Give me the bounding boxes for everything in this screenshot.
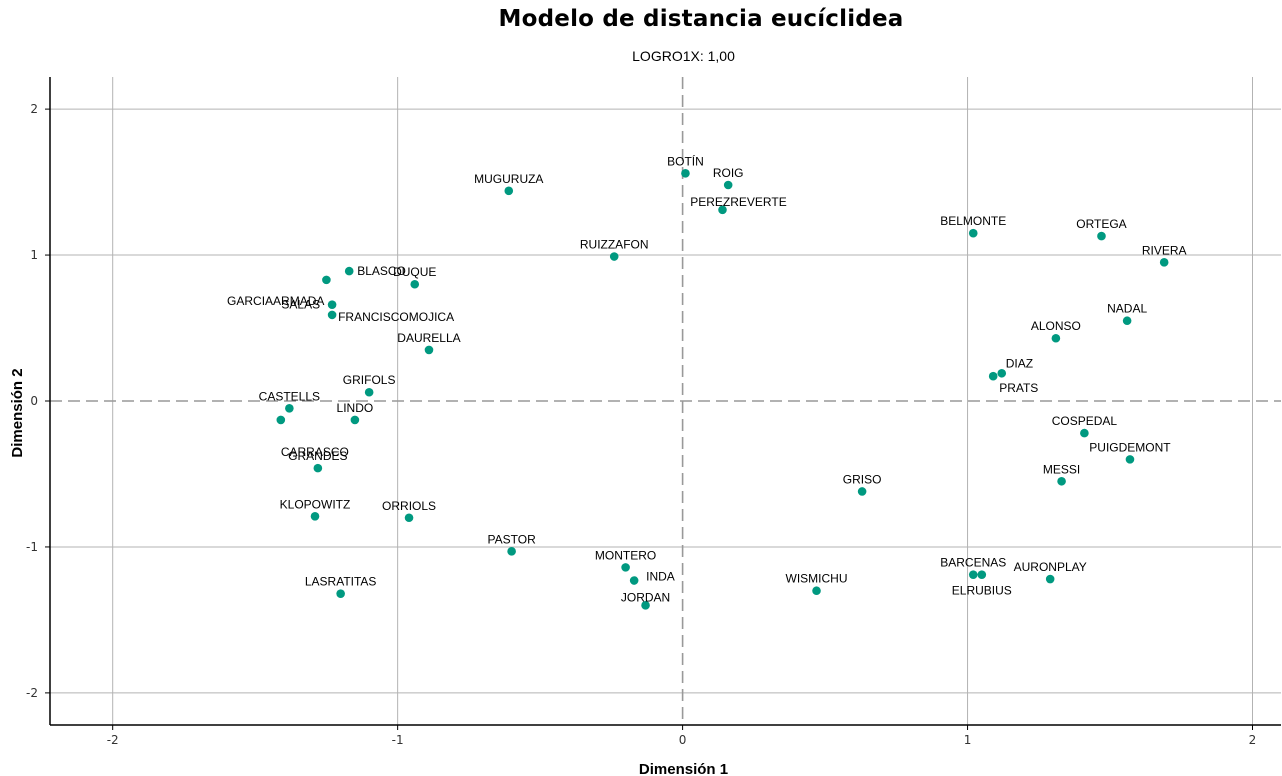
data-point — [812, 586, 821, 596]
data-point — [1051, 333, 1061, 343]
point-label: JORDAN — [621, 590, 670, 604]
data-point — [1045, 574, 1055, 584]
y-tick-label: 1 — [30, 248, 38, 262]
point-label: BOTÍN — [667, 153, 704, 168]
data-point — [327, 300, 337, 309]
point-label: BLASCO — [357, 264, 406, 278]
data-point — [424, 345, 434, 355]
point-label: PUIGDEMONT — [1089, 440, 1171, 454]
data-point — [1125, 455, 1135, 464]
data-point — [1097, 231, 1106, 241]
data-point — [681, 169, 690, 178]
x-axis-label: Dimensión 1 — [639, 761, 728, 776]
point-label: FRANCISCOMOJICA — [338, 310, 454, 324]
point-label: GRIFOLS — [343, 373, 396, 387]
data-point — [641, 601, 650, 610]
data-points — [276, 169, 1169, 610]
chart-subtitle: LOGRO1X: 1,00 — [632, 48, 735, 64]
x-tick-label: -1 — [392, 733, 404, 747]
point-label: MUGURUZA — [474, 172, 543, 186]
data-point — [1122, 316, 1132, 326]
point-label: COSPEDAL — [1052, 414, 1118, 428]
data-point — [336, 589, 345, 598]
point-label: ELRUBIUS — [952, 584, 1012, 598]
data-point — [350, 415, 360, 425]
data-point — [629, 576, 639, 585]
data-point — [609, 252, 619, 261]
point-label: DUQUE — [393, 265, 436, 279]
reference-lines — [50, 77, 1281, 725]
data-point — [988, 371, 998, 381]
data-point — [364, 387, 374, 397]
y-axis-label: Dimensión 2 — [9, 368, 26, 457]
y-tick-label: -1 — [26, 540, 38, 554]
point-label: MESSI — [1043, 462, 1080, 476]
data-point — [276, 415, 286, 425]
data-point — [857, 487, 867, 496]
data-point — [1159, 258, 1169, 267]
point-label: ORTEGA — [1076, 217, 1126, 231]
y-tick-label: 0 — [30, 394, 38, 408]
point-label: ROIG — [713, 166, 744, 180]
point-label: PASTOR — [488, 532, 537, 546]
data-point — [313, 463, 323, 473]
data-point — [723, 180, 733, 190]
data-point — [718, 205, 727, 215]
point-label: AURONPLAY — [1014, 560, 1087, 574]
data-point — [1057, 476, 1066, 486]
point-label: CARRASCO — [281, 445, 349, 459]
point-label: MONTERO — [595, 548, 656, 562]
data-point — [322, 275, 331, 285]
data-point — [997, 368, 1007, 378]
data-point — [344, 266, 354, 276]
data-point — [968, 570, 978, 579]
x-tick-labels: -2 -1 0 1 2 — [107, 733, 1257, 747]
data-point — [504, 186, 514, 196]
point-label: GRISO — [843, 472, 882, 486]
point-label: BARCENAS — [940, 556, 1006, 570]
point-label: INDA — [646, 570, 675, 584]
point-label: GARCIAARMADA — [227, 294, 324, 308]
y-tick-labels: -2 -1 0 1 2 — [26, 102, 38, 700]
point-label: BELMONTE — [940, 214, 1006, 228]
chart-title: Modelo de distancia eucíclidea — [498, 6, 904, 32]
point-labels: BOTÍN ROIG PEREZREVERTE MUGURUZA RUIZZAFON BE… — [227, 153, 1186, 604]
data-point — [310, 511, 320, 521]
point-label: PRATS — [999, 381, 1038, 395]
point-label: CASTELLS — [259, 389, 320, 403]
x-tick-label: 1 — [964, 733, 972, 747]
point-label: DIAZ — [1006, 356, 1033, 370]
y-tick-label: 2 — [30, 102, 38, 116]
point-label: ORRIOLS — [382, 499, 436, 513]
data-point — [968, 228, 978, 238]
data-point — [1080, 428, 1089, 438]
axes — [45, 77, 1281, 730]
data-point — [327, 310, 337, 320]
point-label: NADAL — [1107, 302, 1147, 316]
point-label: GRANDES — [288, 449, 347, 463]
data-point — [404, 513, 414, 523]
point-label: KLOPOWITZ — [280, 497, 351, 511]
x-tick-label: -2 — [107, 733, 119, 747]
point-label: SALAS — [281, 298, 320, 312]
data-point — [507, 547, 516, 556]
data-point — [285, 403, 294, 413]
data-point — [621, 563, 630, 572]
x-tick-label: 0 — [679, 733, 687, 747]
point-label: PEREZREVERTE — [690, 195, 786, 209]
point-label: LASRATITAS — [305, 575, 377, 589]
point-label: RUIZZAFON — [580, 238, 649, 252]
data-point — [977, 570, 987, 579]
point-label: WISMICHU — [786, 572, 848, 586]
point-label: LINDO — [337, 401, 374, 415]
data-point — [410, 279, 420, 289]
x-tick-label: 2 — [1249, 733, 1257, 747]
point-label: RIVERA — [1142, 243, 1187, 257]
point-label: DAURELLA — [397, 331, 460, 345]
y-tick-label: -2 — [26, 686, 38, 700]
point-label: ALONSO — [1031, 319, 1081, 333]
